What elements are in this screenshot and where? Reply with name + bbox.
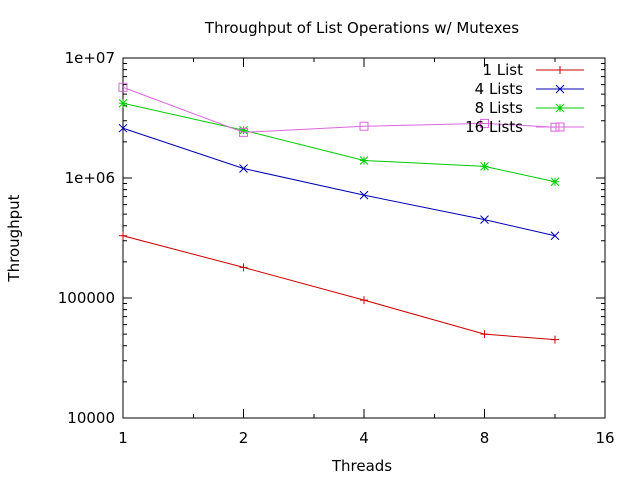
legend-label: 16 Lists xyxy=(465,118,523,136)
series-line xyxy=(122,86,556,133)
data-point xyxy=(239,125,248,135)
data-point xyxy=(118,98,128,108)
data-point xyxy=(550,335,559,344)
data-point xyxy=(550,177,560,187)
series-line xyxy=(122,127,556,237)
data-point xyxy=(555,103,565,113)
y-tick-label: 100000 xyxy=(58,289,115,307)
x-tick-label: 2 xyxy=(239,429,249,447)
data-point xyxy=(359,190,369,200)
x-axis-title: Threads xyxy=(331,457,392,475)
data-point xyxy=(360,296,368,305)
data-point xyxy=(480,118,489,128)
legend-label: 4 Lists xyxy=(475,80,524,98)
x-tick-label: 8 xyxy=(480,429,490,447)
y-tick-label: 1e+06 xyxy=(65,169,115,187)
x-tick-label: 16 xyxy=(595,429,614,447)
x-tick-label: 1 xyxy=(118,429,128,447)
data-point xyxy=(239,263,248,272)
data-point xyxy=(480,330,489,339)
data-point xyxy=(118,82,128,92)
legend-label: 1 List xyxy=(482,61,523,79)
chart-title: Throughput of List Operations w/ Mutexes xyxy=(204,19,519,37)
plot-area: 10000 100000 1e+06 1e+07 1 2 4 8 16 xyxy=(58,49,615,447)
series-4-lists xyxy=(118,123,560,241)
x-tick-label: 4 xyxy=(359,429,369,447)
y-tick-label: 1e+07 xyxy=(65,49,115,67)
data-point xyxy=(555,122,565,132)
data-point xyxy=(555,84,565,94)
data-point xyxy=(556,66,564,74)
data-point xyxy=(480,215,489,224)
data-point xyxy=(239,164,248,173)
y-tick-label: 10000 xyxy=(67,409,115,427)
series-line xyxy=(122,235,556,341)
series-8-lists xyxy=(118,98,560,187)
data-point xyxy=(118,123,128,133)
data-point xyxy=(119,231,127,240)
data-point xyxy=(239,127,248,137)
plot-frame xyxy=(122,57,606,419)
legend-label: 8 Lists xyxy=(475,99,524,117)
data-point xyxy=(359,156,369,165)
data-point xyxy=(359,121,369,131)
data-point xyxy=(550,231,560,241)
y-axis-title: Throughput xyxy=(5,194,23,282)
series-1-list xyxy=(119,231,559,344)
data-point xyxy=(480,162,489,171)
